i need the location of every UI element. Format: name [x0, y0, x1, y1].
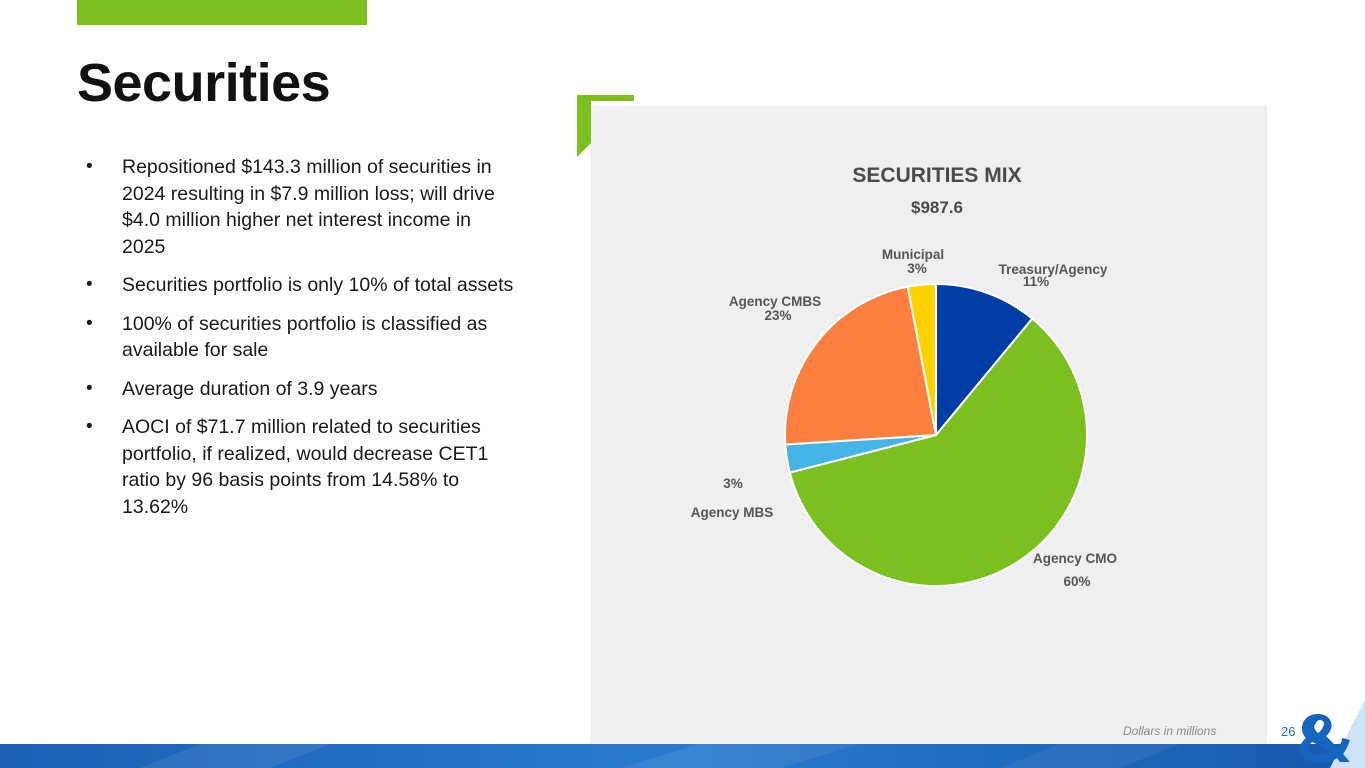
- chart-subtitle: $987.6: [911, 198, 963, 217]
- bullet-text: Securities portfolio is only 10% of tota…: [122, 274, 514, 296]
- pie-slice-agency-cmo: [788, 317, 1088, 587]
- bullet-text: AOCI of $71.7 million related to securit…: [122, 416, 489, 518]
- corner-accent-icon: [577, 95, 634, 157]
- list-item: • 100% of securities portfolio is classif…: [86, 311, 516, 364]
- list-item: • AOCI of $71.7 million related to securi…: [86, 414, 516, 520]
- footer-band: [0, 744, 1365, 768]
- pie-slice-municipal: [906, 282, 937, 436]
- bullet-icon: •: [86, 377, 93, 399]
- slice-name-label: Agency MBS: [691, 505, 774, 520]
- slice-percent-label: 60%: [1063, 574, 1090, 589]
- slice-name-label: Treasury/Agency: [999, 262, 1108, 277]
- slice-percent-label: 23%: [764, 308, 791, 323]
- bullet-list: • Repositioned $143.3 million of securiti…: [86, 154, 516, 532]
- footnote: Dollars in millions: [1123, 724, 1217, 738]
- pie-slice-agency-cmbs: [784, 285, 938, 446]
- pie-slices: [784, 282, 1088, 587]
- page-number: 26: [1281, 724, 1296, 739]
- slice-percent-label: 11%: [1023, 274, 1049, 289]
- bullet-icon: •: [86, 416, 93, 437]
- pie-slice-treasury-agency: [935, 282, 1034, 438]
- list-item: • Securities portfolio is only 10% of tot…: [86, 272, 516, 299]
- bullet-icon: •: [86, 274, 93, 295]
- bullet-text: Repositioned $143.3 million of securitie…: [122, 156, 495, 258]
- slice-percent-label: 3%: [907, 261, 927, 276]
- slice-name-label: Agency CMO: [1033, 551, 1117, 566]
- slice-name-label: Agency CMBS: [729, 294, 821, 309]
- accent-bar: [77, 0, 367, 25]
- ampersand-logo-icon: [1299, 700, 1365, 768]
- bullet-icon: •: [86, 312, 93, 334]
- slice-name-label: Municipal: [882, 247, 944, 262]
- slice-percent-label: 3%: [723, 476, 743, 491]
- chart-title: SECURITIES MIX: [852, 164, 1021, 187]
- list-item: • Repositioned $143.3 million of securiti…: [86, 154, 516, 260]
- bullet-text: Average duration of 3.9 years: [122, 377, 378, 400]
- list-item: • Average duration of 3.9 years: [86, 376, 516, 403]
- bullet-text: 100% of securities portfolio is classifi…: [122, 312, 488, 362]
- bullet-icon: •: [86, 156, 93, 177]
- page-title: Securities: [77, 53, 331, 113]
